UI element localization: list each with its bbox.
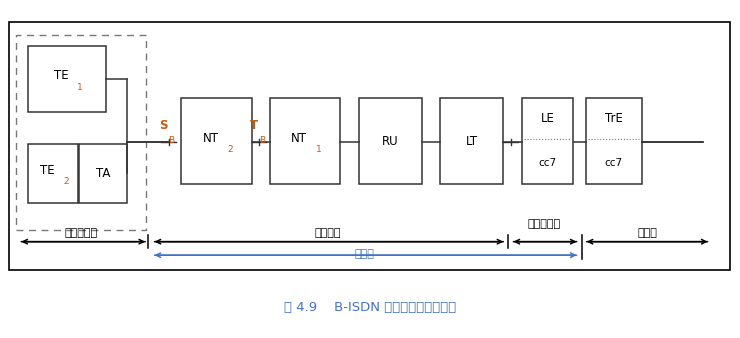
Text: 2: 2 xyxy=(64,177,69,186)
Text: 本地网: 本地网 xyxy=(355,249,374,259)
Text: 图 4.9    B-ISDN 的一种网络结构模型: 图 4.9 B-ISDN 的一种网络结构模型 xyxy=(284,301,456,314)
Bar xyxy=(270,98,340,184)
Text: 室内用户网: 室内用户网 xyxy=(65,228,98,238)
Bar xyxy=(79,144,127,203)
Text: 本地交换局: 本地交换局 xyxy=(528,219,560,229)
Text: TE: TE xyxy=(54,69,68,82)
Bar xyxy=(586,98,642,184)
Text: NT: NT xyxy=(292,132,307,145)
Text: LT: LT xyxy=(465,135,478,148)
Text: S: S xyxy=(159,119,167,131)
Text: B: B xyxy=(168,136,174,145)
Text: 长途网: 长途网 xyxy=(638,228,657,238)
Bar xyxy=(28,144,78,203)
Text: TA: TA xyxy=(96,167,110,180)
Text: T: T xyxy=(250,119,258,131)
Text: 2: 2 xyxy=(227,145,232,154)
Text: NT: NT xyxy=(203,132,218,145)
Bar xyxy=(181,98,252,184)
Text: 本地环路: 本地环路 xyxy=(314,228,341,238)
Bar xyxy=(16,35,146,230)
Text: RU: RU xyxy=(382,135,399,148)
Bar xyxy=(359,98,422,184)
Bar xyxy=(522,98,574,184)
Text: LE: LE xyxy=(541,112,554,125)
Text: TE: TE xyxy=(40,164,54,177)
Bar xyxy=(9,22,730,270)
Text: cc7: cc7 xyxy=(539,158,556,168)
Text: 1: 1 xyxy=(78,82,83,92)
Bar xyxy=(28,46,106,112)
Text: 1: 1 xyxy=(316,145,321,154)
Bar xyxy=(440,98,503,184)
Text: B: B xyxy=(259,136,265,145)
Text: TrE: TrE xyxy=(605,112,623,125)
Text: cc7: cc7 xyxy=(605,158,623,168)
